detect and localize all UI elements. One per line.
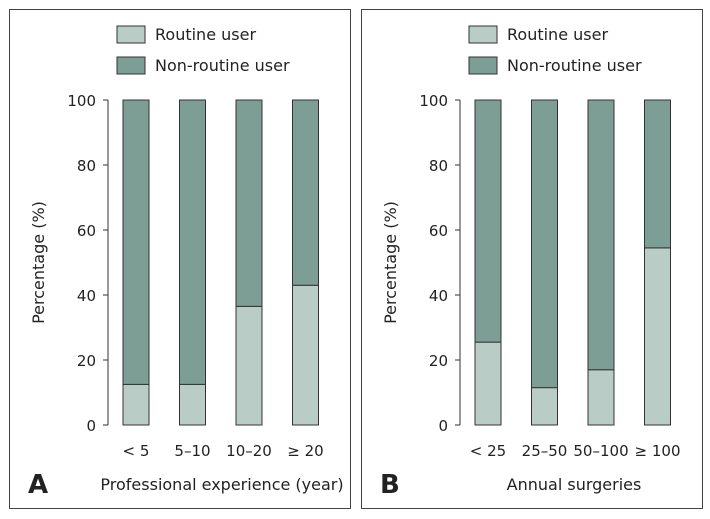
y-tick-label: 60 xyxy=(429,222,448,240)
chart-a-svg: Routine user Non-routine user 0 20 40 60 80 100… xyxy=(28,25,344,500)
chart-panel-a: Routine user Non-routine user 0 20 40 60 80 100… xyxy=(9,9,351,509)
bar-non-routine-4 xyxy=(292,99,319,286)
bar-non-routine-3 xyxy=(235,99,263,307)
bar-routine-2 xyxy=(179,383,206,426)
bar-non-routine-2 xyxy=(179,99,206,385)
x-tick-label: 25–50 xyxy=(522,442,568,460)
x-tick-label: 50–100 xyxy=(573,442,628,460)
bar-routine-1 xyxy=(474,341,502,426)
y-tick-label: 40 xyxy=(77,287,96,305)
legend-swatch-routine xyxy=(116,25,146,44)
chart-panel-b: Routine user Non-routine user 0 20 40 60 80 100… xyxy=(361,9,703,509)
y-tick-label: 100 xyxy=(67,92,96,110)
chart-b-svg: Routine user Non-routine user 0 20 40 60 80 100… xyxy=(380,25,681,500)
bar-non-routine-3 xyxy=(587,99,615,371)
x-axis-title: Professional experience (year) xyxy=(100,475,343,494)
legend-swatch-non-routine xyxy=(468,56,498,75)
x-tick-label: 10–20 xyxy=(226,442,272,460)
x-tick-label: ≥ 100 xyxy=(635,442,681,460)
panel-letter: B xyxy=(380,470,400,500)
bar-routine-4 xyxy=(292,284,319,426)
bar-routine-3 xyxy=(235,305,263,426)
bar-non-routine-2 xyxy=(531,99,558,389)
bar-routine-2 xyxy=(531,387,558,426)
bar-non-routine-1 xyxy=(474,99,502,343)
y-tick-label: 40 xyxy=(429,287,448,305)
y-tick-label: 20 xyxy=(77,352,96,370)
bar-routine-3 xyxy=(587,369,615,426)
legend-label-non-routine: Non-routine user xyxy=(507,56,642,75)
x-tick-label: ≥ 20 xyxy=(287,442,323,460)
y-tick-label: 80 xyxy=(429,157,448,175)
legend-label-routine: Routine user xyxy=(155,25,256,44)
bar-non-routine-1 xyxy=(122,99,150,385)
bar-non-routine-4 xyxy=(644,99,671,249)
legend-label-non-routine: Non-routine user xyxy=(155,56,290,75)
legend-swatch-routine xyxy=(468,25,498,44)
y-axis-title: Percentage (%) xyxy=(29,201,48,324)
y-tick-label: 20 xyxy=(429,352,448,370)
y-tick-label: 0 xyxy=(86,417,96,435)
legend-swatch-non-routine xyxy=(116,56,146,75)
bar-routine-1 xyxy=(122,383,150,426)
y-axis-title: Percentage (%) xyxy=(381,201,400,324)
x-axis-title: Annual surgeries xyxy=(507,475,642,494)
x-tick-label: < 25 xyxy=(470,442,506,460)
x-tick-label: 5–10 xyxy=(174,442,210,460)
y-tick-label: 100 xyxy=(419,92,448,110)
legend-label-routine: Routine user xyxy=(507,25,608,44)
bar-routine-4 xyxy=(644,247,671,426)
x-tick-label: < 5 xyxy=(123,442,150,460)
y-tick-label: 80 xyxy=(77,157,96,175)
y-tick-label: 60 xyxy=(77,222,96,240)
y-tick-label: 0 xyxy=(438,417,448,435)
panel-letter: A xyxy=(28,470,48,500)
